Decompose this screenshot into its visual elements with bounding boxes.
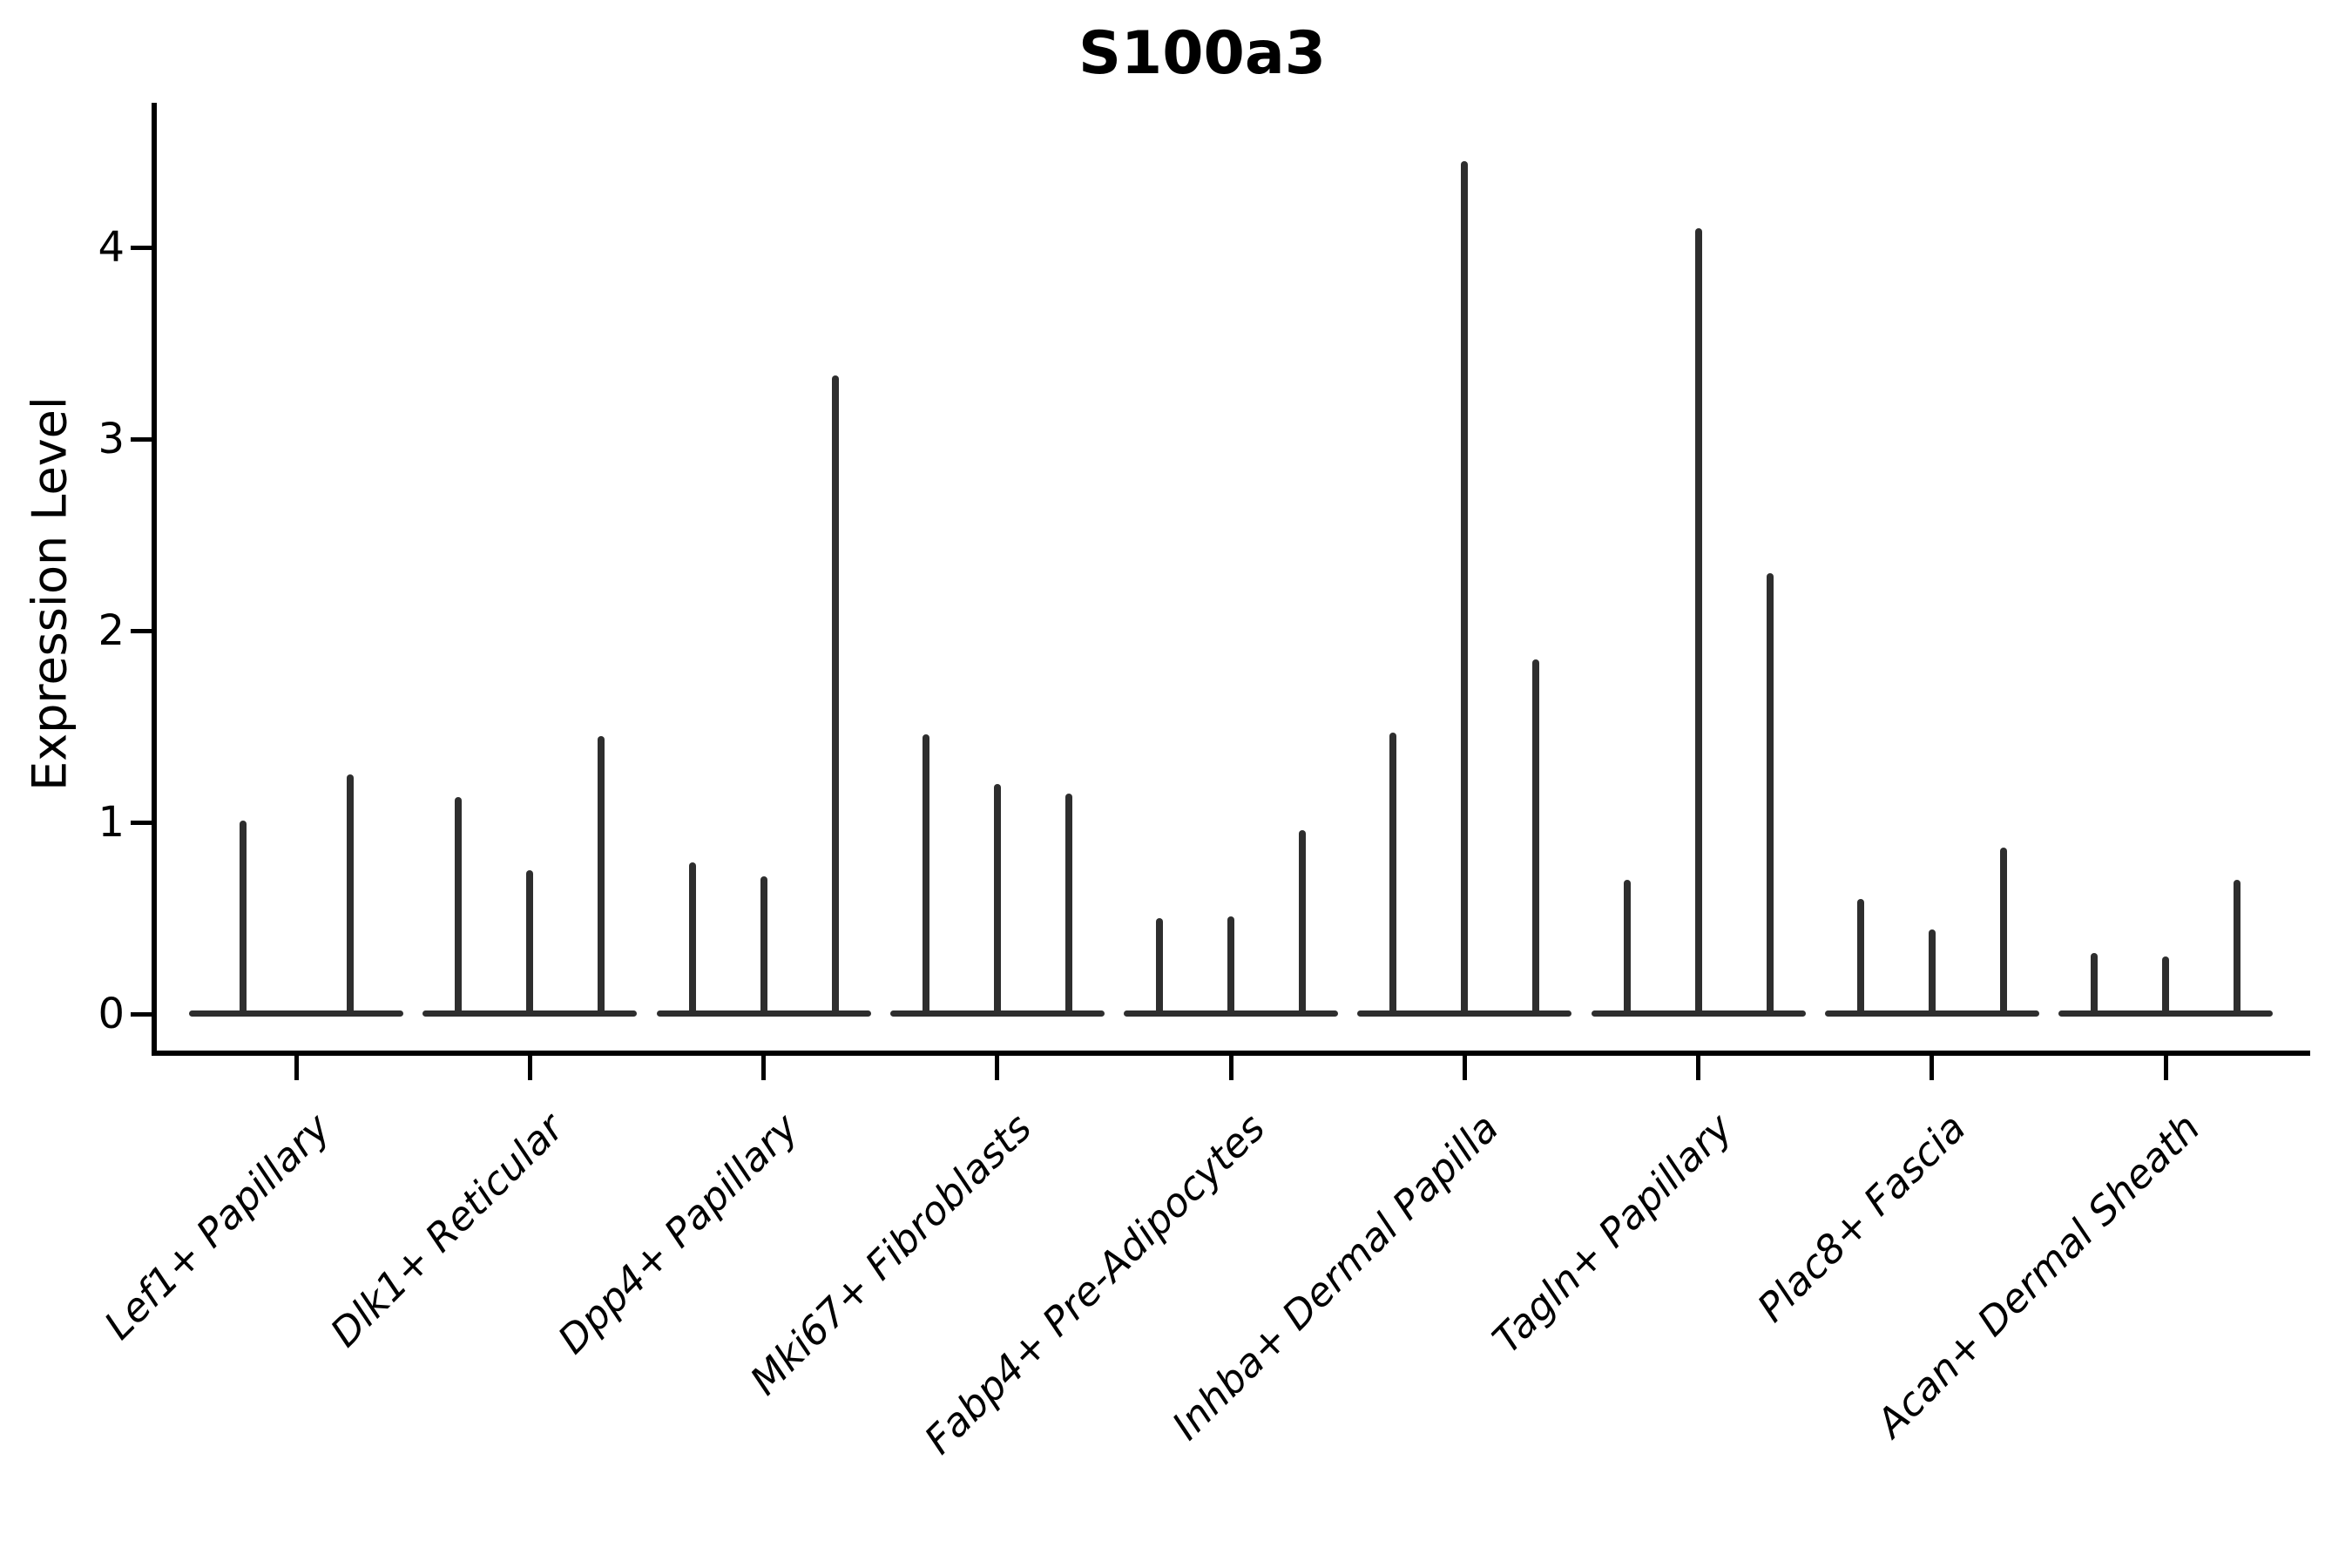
violin-spike (922, 733, 929, 1017)
violin-spike (598, 736, 605, 1017)
y-tick-label: 1 (98, 798, 125, 847)
y-tick-label: 3 (98, 415, 125, 463)
violin-spike (993, 784, 1001, 1017)
x-tick (1696, 1056, 1700, 1080)
violin-spike (1694, 228, 1702, 1017)
violin-spike (760, 875, 767, 1017)
x-tick-label: Plac8+ Fascia (1748, 1105, 1976, 1331)
violin-spike (688, 862, 696, 1017)
y-tick (131, 628, 152, 633)
y-tick (131, 245, 152, 250)
y-tick-label: 0 (98, 990, 125, 1038)
violin-spike (2234, 880, 2240, 1017)
violin-spike (1999, 847, 2007, 1017)
violin-spike (1064, 794, 1072, 1017)
violin-spike (1156, 918, 1163, 1017)
x-tick (761, 1056, 766, 1080)
violin-spike (1766, 573, 1774, 1017)
x-tick-label: Tagln+ Papillary (1484, 1105, 1741, 1362)
y-tick-label: 4 (98, 223, 125, 272)
violin-spike (1532, 659, 1540, 1017)
y-tick (131, 820, 152, 825)
x-tick (2163, 1056, 2168, 1080)
violin-spike (1299, 829, 1306, 1017)
y-tick (131, 436, 152, 442)
violin-spike (1389, 732, 1397, 1017)
x-tick-label: Dlk1+ Reticular (321, 1105, 573, 1356)
x-tick (1228, 1056, 1233, 1080)
x-tick (294, 1056, 299, 1080)
x-tick (1930, 1056, 1935, 1080)
x-tick (995, 1056, 1000, 1080)
y-tick-label: 2 (98, 606, 125, 655)
x-tick-label: Dpp4+ Papillary (548, 1105, 807, 1363)
violin-spike (1856, 899, 1864, 1017)
chart-title: S100a3 (1078, 19, 1327, 88)
x-tick (527, 1056, 532, 1080)
violin-spike (346, 774, 354, 1017)
x-tick-label: Lef1+ Papillary (95, 1105, 340, 1348)
x-tick (1462, 1056, 1467, 1080)
x-axis-line (152, 1051, 2310, 1056)
violin-spike (1928, 929, 1936, 1017)
violin-spike (455, 797, 463, 1017)
violin-spike (831, 375, 839, 1017)
violin-baseline (189, 1010, 403, 1017)
violin-spike (526, 870, 534, 1017)
violin-spike (1623, 880, 1631, 1017)
y-axis-line (152, 103, 157, 1056)
y-tick (131, 1011, 152, 1017)
violin-spike (1461, 161, 1469, 1017)
violin-spike (239, 820, 247, 1017)
violin-spike (1227, 916, 1234, 1017)
violin-spike (2162, 956, 2169, 1017)
violin-spike (2091, 952, 2098, 1017)
